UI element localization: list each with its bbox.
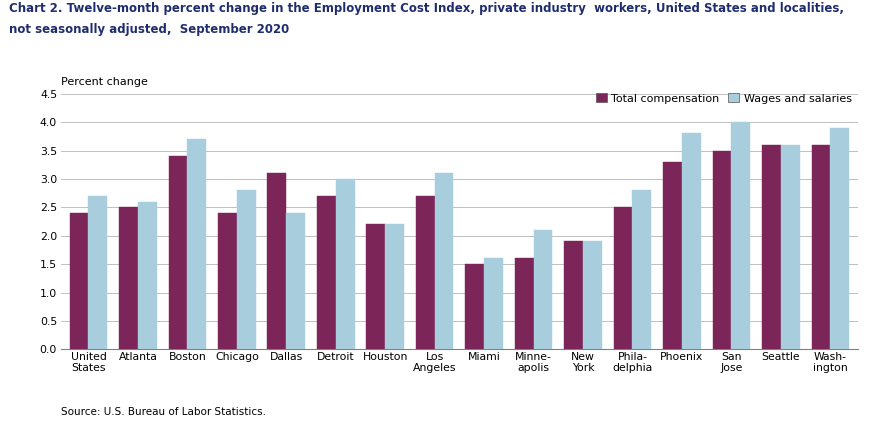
Text: Percent change: Percent change [61,78,148,87]
Bar [268,173,286,349]
Bar [88,196,108,349]
Bar [336,179,354,349]
Bar [514,259,534,349]
Bar [564,242,583,349]
Bar [732,122,750,349]
Bar [367,225,385,349]
Bar [169,156,187,349]
Bar [712,150,732,349]
Bar [385,225,404,349]
Bar [218,213,237,349]
Bar [466,264,484,349]
Bar [119,207,138,349]
Bar [187,139,206,349]
Bar [811,145,830,349]
Bar [484,259,503,349]
Text: not seasonally adjusted,  September 2020: not seasonally adjusted, September 2020 [9,23,289,37]
Bar [317,196,336,349]
Bar [830,128,849,349]
Bar [286,213,305,349]
Bar [633,190,651,349]
Bar [70,213,88,349]
Bar [663,162,682,349]
Bar [762,145,780,349]
Bar [583,242,602,349]
Bar [613,207,633,349]
Bar [534,230,552,349]
Text: Chart 2. Twelve-month percent change in the Employment Cost Index, private indus: Chart 2. Twelve-month percent change in … [9,2,844,15]
Bar [435,173,453,349]
Legend: Total compensation, Wages and salaries: Total compensation, Wages and salaries [592,89,857,108]
Bar [416,196,435,349]
Text: Source: U.S. Bureau of Labor Statistics.: Source: U.S. Bureau of Labor Statistics. [61,408,266,417]
Bar [682,133,701,349]
Bar [237,190,256,349]
Bar [780,145,800,349]
Bar [138,201,157,349]
